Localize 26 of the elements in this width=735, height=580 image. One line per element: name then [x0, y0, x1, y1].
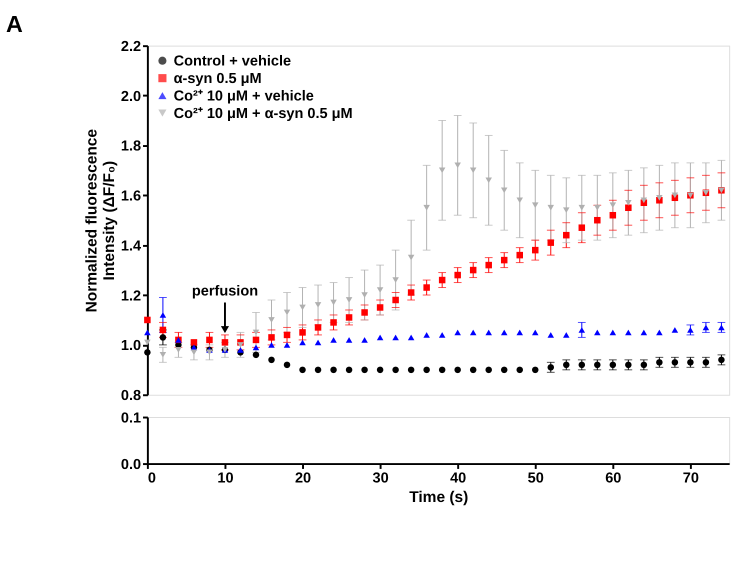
y-tick-label: 1.6 [120, 188, 142, 205]
y-tick-label: 1.0 [120, 338, 142, 354]
y-tick-label: 0.8 [120, 388, 142, 404]
x-tick-label: 70 [682, 470, 699, 487]
y-axis-title: Normalized fluorescence Intensity (ΔF/F₀) [84, 128, 118, 312]
x-tick-label: 60 [605, 470, 622, 487]
x-tick-label: 40 [450, 470, 466, 487]
x-tick-label: 50 [528, 470, 544, 487]
legend-label: Control + vehicle [174, 54, 292, 70]
y-tick-label: 1.8 [120, 138, 142, 155]
legend-label: Co²⁺ 10 μM + vehicle [174, 88, 314, 104]
y-tick-label: 2.0 [120, 88, 142, 105]
x-tick-label: 0 [148, 470, 156, 487]
x-tick-label: 20 [294, 470, 312, 487]
annotation: perfusion [192, 284, 258, 300]
x-tick-label: 30 [372, 470, 389, 487]
y-tick-label: 2.2 [120, 39, 142, 56]
y-tick-label: 1.4 [120, 238, 142, 254]
legend-label: α-syn 0.5 μM [174, 71, 262, 88]
x-tick-label: 10 [217, 470, 234, 487]
legend-label: Co²⁺ 10 μM + α-syn 0.5 μM [174, 106, 353, 122]
y-tick-label: 0.0 [120, 456, 142, 473]
x-axis-title: Time (s) [409, 488, 468, 506]
y-tick-label: 1.2 [120, 288, 142, 304]
chart-title: A [6, 11, 23, 38]
y-tick-label: 0.1 [120, 410, 142, 426]
